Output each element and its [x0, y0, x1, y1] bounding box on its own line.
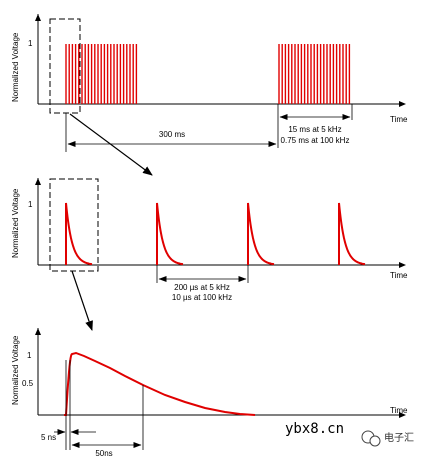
panel3-x-arrowhead [399, 412, 406, 418]
panel2-y-arrowhead [35, 178, 41, 185]
panel2-ytick-1: 1 [28, 200, 33, 209]
zoom-arrow-1 [69, 113, 153, 176]
burst-duration-alt-label: 0.75 ms at 100 kHz [281, 136, 350, 145]
decay-pulse [338, 202, 366, 266]
watermark-text: ybx8.cn [285, 421, 344, 437]
pulse-burst-2 [278, 44, 351, 104]
brand-logo-icon [361, 430, 381, 447]
zoom-box-1 [49, 18, 81, 114]
interval-alt-label: 10 µs at 100 kHz [172, 293, 232, 302]
single-pulse-waveform [64, 351, 256, 416]
panel1-ytick-1: 1 [28, 39, 33, 48]
interval-label: 200 µs at 5 kHz [174, 283, 230, 292]
period-label: 300 ms [159, 130, 185, 139]
decay-pulse [156, 202, 184, 266]
panel3-xlabel: Time [390, 406, 408, 415]
decay-pulses [65, 202, 366, 266]
panel3-ytick-1: 1 [27, 351, 32, 360]
panel-pulse-train: Normalized Voltage 1 Time 200 µs at 5 kH… [11, 178, 408, 331]
pulse-burst-1 [65, 44, 138, 104]
panel1-xlabel: Time [390, 115, 408, 124]
panel1-y-arrowhead [35, 14, 41, 21]
panel2-ylabel: Normalized Voltage [11, 188, 20, 258]
panel-burst-train: Normalized Voltage 1 Time 15 ms at 5 kHz… [11, 14, 408, 176]
panel2-x-arrowhead [399, 262, 406, 268]
panel2-xlabel: Time [390, 271, 408, 280]
brand-text: 电子汇 [384, 431, 414, 444]
width-label: 50ns [95, 449, 112, 458]
rise-time-label: 5 ns [41, 433, 56, 442]
panel1-ylabel: Normalized Voltage [11, 32, 20, 102]
panel3-ylabel: Normalized Voltage [11, 335, 20, 405]
decay-pulse [65, 202, 93, 266]
panel3-y-arrowhead [35, 328, 41, 335]
panel-single-pulse: Normalized Voltage 1 0.5 Time 5 ns 50ns [11, 328, 408, 458]
burst-duration-label: 15 ms at 5 kHz [288, 125, 341, 134]
panel3-ytick-05: 0.5 [22, 379, 34, 388]
decay-pulse [247, 202, 275, 266]
panel1-x-arrowhead [399, 101, 406, 107]
zoom-arrow-2 [71, 270, 93, 331]
zoom-box-2 [49, 178, 99, 272]
